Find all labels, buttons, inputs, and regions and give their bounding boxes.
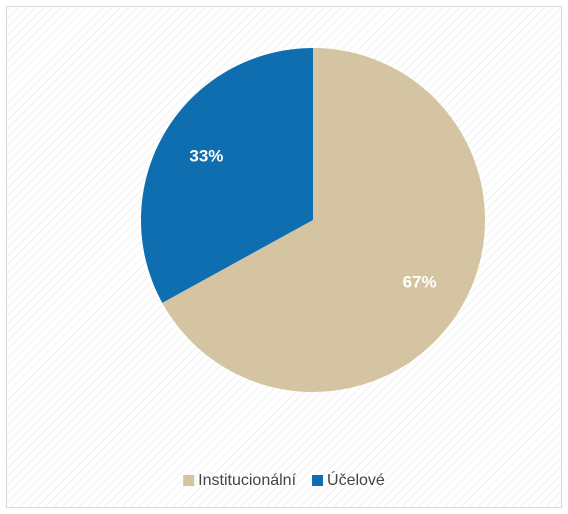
pie-slice [162, 48, 485, 392]
legend-swatch [183, 475, 195, 486]
data-label: 33% [189, 146, 223, 165]
data-label: 67% [403, 273, 437, 292]
legend-swatch [312, 475, 324, 486]
legend-label: Institucionální [198, 472, 296, 489]
pie-slice [140, 47, 313, 303]
legend-label: Účelové [327, 470, 385, 489]
